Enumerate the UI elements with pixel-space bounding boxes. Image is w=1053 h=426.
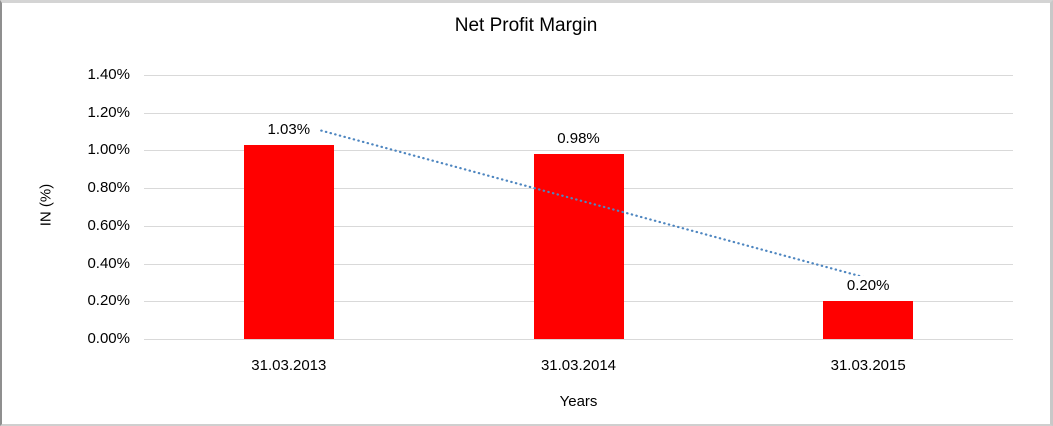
gridline (144, 150, 1013, 152)
y-tick-label: 0.00% (87, 330, 130, 347)
y-tick-label: 1.20% (87, 103, 130, 121)
chart-title: Net Profit Margin (454, 15, 598, 36)
y-tick-label: 0.40% (87, 254, 130, 272)
trendline (287, 120, 870, 280)
y-tick-label: 1.00% (87, 141, 130, 159)
bar-31.03.2014 (533, 154, 624, 339)
x-tick-label: 31.03.2014 (540, 357, 617, 374)
y-tick-label: 0.60% (87, 216, 130, 234)
y-tick-label: 0.80% (87, 179, 130, 197)
x-tick-label: 31.03.2015 (830, 357, 906, 374)
x-axis-title: Years (559, 393, 598, 410)
data-label: 1.03% (258, 119, 319, 140)
x-tick-label: 31.03.2013 (251, 357, 327, 374)
gridline (144, 339, 1013, 340)
y-tick-label: 1.40% (87, 66, 130, 83)
gridline (144, 112, 1013, 114)
bar-31.03.2013 (243, 144, 334, 339)
bar-31.03.2015 (823, 301, 914, 339)
gridline (144, 75, 1013, 76)
y-tick-label: 0.20% (87, 292, 130, 310)
data-label: 0.20% (838, 276, 899, 297)
data-label: 0.98% (548, 129, 609, 150)
trendline-path (287, 120, 870, 280)
